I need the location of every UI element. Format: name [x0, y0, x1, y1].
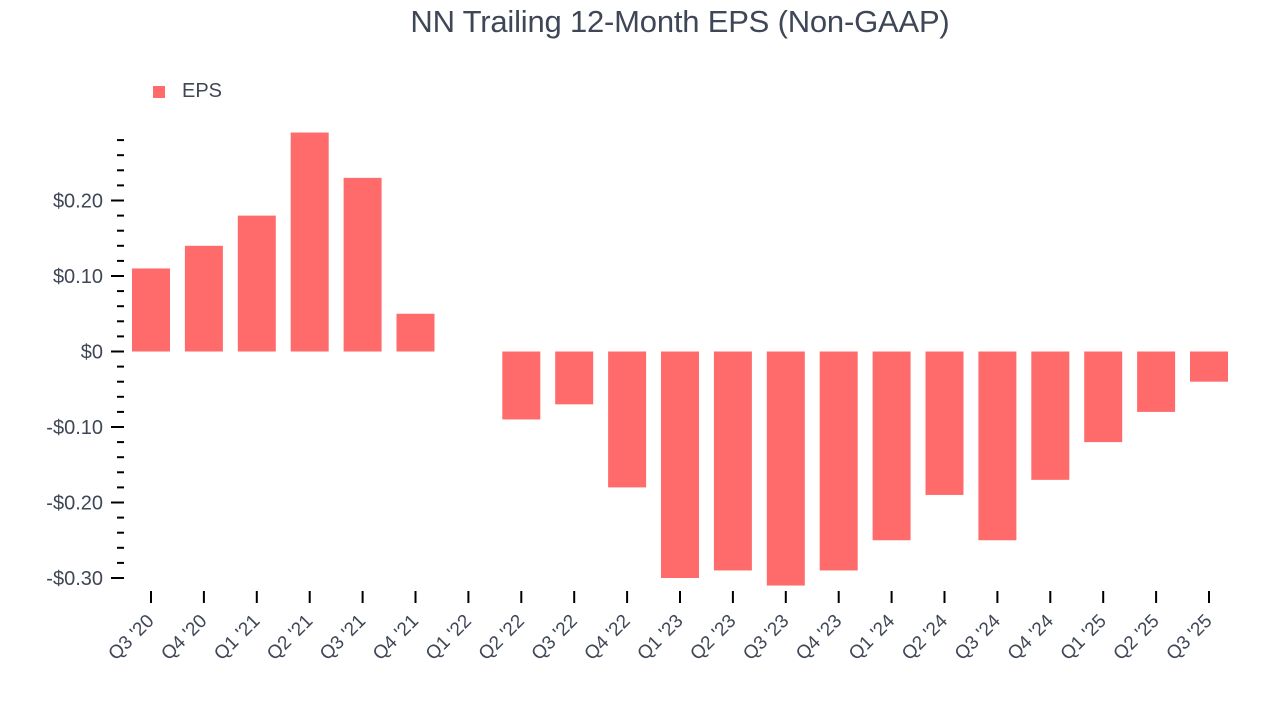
x-tick-label: Q3 '25	[1163, 611, 1217, 665]
chart-title: NN Trailing 12-Month EPS (Non-GAAP)	[410, 4, 950, 39]
y-tick-label: -$0.10	[46, 417, 103, 439]
bar-q3-25	[1190, 351, 1228, 382]
x-tick-label: Q3 '24	[951, 610, 1005, 664]
x-tick-label: Q2 '21	[263, 611, 317, 665]
bar-q2-24	[925, 351, 964, 495]
y-tick-label: -$0.20	[46, 493, 103, 515]
bar-q3-24	[978, 351, 1017, 541]
bar-q4-21	[396, 313, 435, 352]
bar-q2-22	[502, 351, 541, 420]
x-tick-label: Q4 '22	[581, 611, 635, 665]
bar-q1-25	[1084, 351, 1123, 443]
bar-q3-21	[343, 177, 382, 352]
bar-q3-20	[132, 268, 170, 352]
x-tick-label: Q4 '24	[1004, 610, 1058, 664]
x-tick-label: Q2 '25	[1110, 611, 1164, 665]
x-tick-label: Q2 '23	[686, 611, 740, 665]
x-tick-label: Q4 '23	[792, 611, 846, 665]
y-tick-label: $0.20	[53, 191, 103, 213]
bar-q3-22	[555, 351, 594, 405]
legend-swatch-eps	[153, 85, 165, 98]
bar-q2-23	[713, 351, 752, 571]
bar-q4-20	[184, 245, 223, 352]
bars	[132, 132, 1228, 586]
x-tick-label: Q1 '23	[634, 611, 688, 665]
y-tick-label: -$0.30	[46, 568, 103, 590]
bar-q2-21	[290, 132, 329, 352]
x-tick-label: Q3 '21	[316, 611, 370, 665]
x-tick-label: Q4 '21	[369, 611, 423, 665]
x-tick-label: Q1 '24	[845, 610, 899, 664]
legend: EPS	[153, 80, 222, 103]
bar-q1-21	[237, 215, 276, 352]
x-tick-label: Q3 '23	[739, 611, 793, 665]
bar-q1-24	[872, 351, 911, 541]
x-tick-label: Q2 '22	[475, 611, 529, 665]
legend-label-eps: EPS	[182, 80, 223, 102]
bar-q1-23	[661, 351, 699, 578]
y-axis: $0.20 $0.10 $0 -$0.10 -$0.20 -$0.30	[46, 139, 124, 590]
bar-q2-25	[1137, 351, 1176, 412]
x-tick-label: Q1 '21	[210, 611, 264, 665]
x-tick-label: Q4 '20	[157, 611, 211, 665]
x-tick-label: Q3 '22	[528, 611, 582, 665]
bar-q4-23	[819, 351, 858, 571]
x-tick-label: Q1 '22	[422, 611, 476, 665]
y-tick-label: $0	[81, 342, 103, 364]
x-tick-label: Q1 '25	[1057, 611, 1111, 665]
y-tick-label: $0.10	[53, 266, 103, 288]
x-tick-label: Q3 '20	[105, 611, 159, 665]
bar-q4-24	[1031, 351, 1070, 480]
bar-q4-22	[608, 351, 647, 488]
x-tick-label: Q2 '24	[898, 610, 952, 664]
bar-q3-23	[766, 351, 805, 586]
